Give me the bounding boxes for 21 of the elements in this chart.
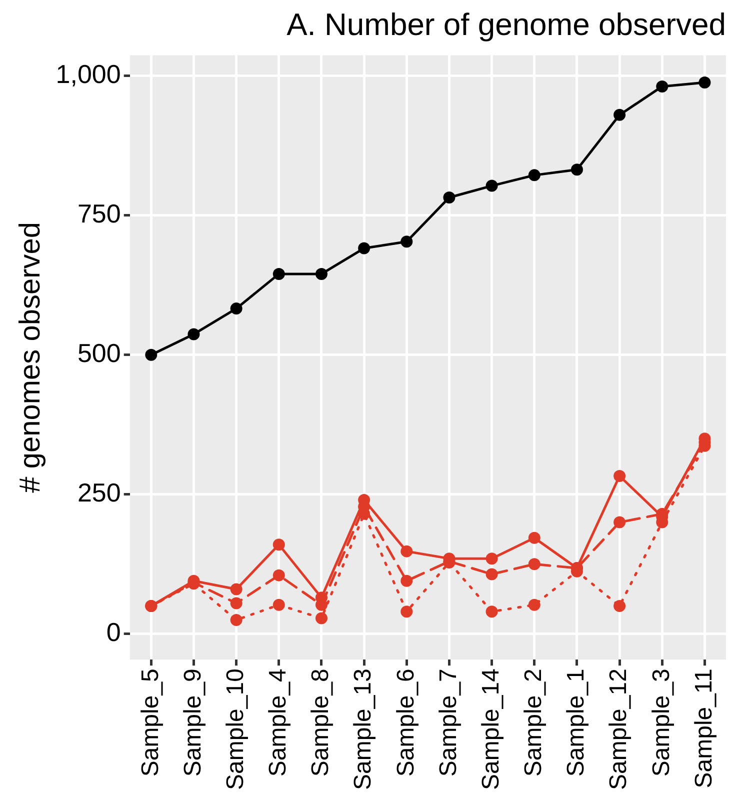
- y-tick-label: 0: [106, 617, 121, 648]
- y-tick-label: 250: [77, 478, 121, 508]
- x-tick-label: Sample_3: [648, 668, 675, 777]
- x-tick-label: Sample_12: [605, 668, 632, 790]
- x-tick-label: Sample_8: [307, 668, 334, 777]
- chart-title: A. Number of genome observed: [286, 7, 726, 42]
- x-tick-label: Sample_5: [136, 668, 164, 777]
- y-tick-label: 1,000: [56, 59, 121, 90]
- x-tick-label: Sample_1: [562, 668, 590, 777]
- x-tick-label: Sample_9: [179, 668, 206, 777]
- y-axis-title: # genomes observed: [14, 222, 46, 493]
- y-tick-label: 500: [77, 338, 121, 368]
- x-tick-label: Sample_7: [434, 668, 462, 777]
- x-tick-label: Sample_6: [392, 668, 420, 777]
- x-tick-label: Sample_13: [350, 668, 377, 790]
- x-tick-label: Sample_11: [690, 668, 718, 788]
- x-tick-label: Sample_10: [222, 668, 249, 790]
- y-tick-label: 750: [77, 198, 121, 229]
- x-tick-label: Sample_4: [264, 668, 292, 777]
- x-tick-label: Sample_14: [477, 668, 504, 790]
- x-tick-label: Sample_2: [520, 668, 548, 777]
